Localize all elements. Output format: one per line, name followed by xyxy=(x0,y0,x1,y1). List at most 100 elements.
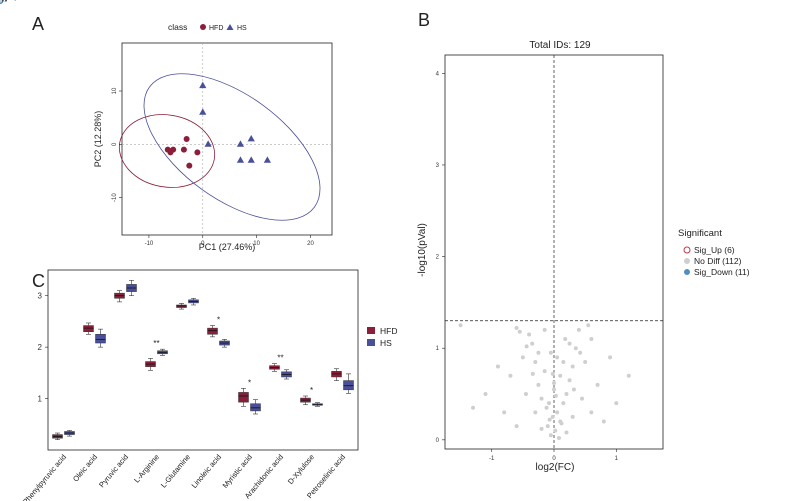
pca-point-hs xyxy=(204,140,212,147)
volcano-point-nodiff xyxy=(547,401,552,406)
volcano-point-nodiff xyxy=(561,401,566,406)
volcano-point-nodiff xyxy=(548,433,553,438)
volcano-point-nodiff xyxy=(524,344,529,349)
volcano-point-nodiff xyxy=(573,346,578,351)
boxplot-x-tick-label: Phenylpyruvic acid xyxy=(21,453,68,501)
pca-legend-title: class xyxy=(168,22,187,32)
boxplot-panel: 123 ******* Phenylpyruvic acid Oleic acid… xyxy=(21,269,397,501)
volcano-point-nodiff xyxy=(523,392,528,397)
pca-x-tick-label: 20 xyxy=(307,241,314,247)
volcano-point-nodiff xyxy=(608,355,613,360)
boxplot-legend-label-hfd: HFD xyxy=(380,326,397,336)
pca-x-tick-label: 0 xyxy=(201,241,205,247)
volcano-label-n-acetyl-l-aspartic-acid: N-Acetyl-L-aspartic acid xyxy=(0,0,40,2)
volcano-label-n-acetylglutamine: N-Acetylglutamine xyxy=(0,0,30,2)
volcano-x-ticks: -1 0 1 xyxy=(489,449,619,462)
volcano-point-nodiff xyxy=(483,392,488,397)
volcano-label-linoleic-acid: Linoleic acid xyxy=(0,0,21,2)
volcano-x-tick-label: 0 xyxy=(552,456,556,462)
volcano-label-phenylpyruvic-acid: Phenylpyruvic acid xyxy=(0,0,31,2)
volcano-point-nodiff xyxy=(544,405,549,410)
volcano-point-nodiff xyxy=(626,373,631,378)
pca-y-axis-label: PC2 (12.28%) xyxy=(93,111,103,168)
volcano-point-nodiff xyxy=(545,424,550,429)
volcano-point-nodiff xyxy=(542,369,547,374)
boxplot-y-tick-label: 3 xyxy=(38,292,43,301)
volcano-label-nonadeca-10z-enoic-acid: Nonadeca-10Z-enoic acid xyxy=(0,0,86,2)
volcano-label-petroselinic-acid: Petroselinic acid xyxy=(0,0,27,2)
volcano-point-nodiff xyxy=(533,410,538,415)
volcano-point-nodiff xyxy=(471,405,476,410)
volcano-y-tick-label: 1 xyxy=(436,346,440,352)
volcano-point-nodiff xyxy=(555,355,560,360)
pca-point-hfd xyxy=(180,146,187,153)
legend-label-no-diff: No Diff (112) xyxy=(694,256,742,266)
boxplot-x-tick-label: Pyruvic acid xyxy=(97,453,130,490)
volcano-point-nodiff xyxy=(458,323,463,328)
box-hs-petroselinic-acid xyxy=(343,380,354,391)
pca-point-hs xyxy=(236,156,245,163)
panel-label-a: A xyxy=(32,14,44,34)
volcano-point-nodiff xyxy=(558,373,563,378)
boxplot-x-tick-label: Linoleic acid xyxy=(190,453,223,490)
volcano-point-nodiff xyxy=(548,350,553,355)
volcano-x-tick-label: 1 xyxy=(615,456,619,462)
volcano-point-nodiff xyxy=(555,410,560,415)
pca-legend-label-hs: HS xyxy=(237,25,247,32)
pca-point-hs xyxy=(199,108,207,115)
boxplot-legend-marker-hfd xyxy=(367,327,375,334)
volcano-point-nodiff xyxy=(552,387,556,392)
volcano-point-nodiff xyxy=(576,327,581,332)
volcano-point-nodiff xyxy=(536,350,541,355)
volcano-y-tick-label: 2 xyxy=(436,255,440,261)
volcano-point-nodiff xyxy=(550,371,555,376)
volcano-label-oleic-acid: Oleic acid xyxy=(0,0,16,2)
boxplot-x-tick-label: L-Glutamine xyxy=(159,453,192,490)
hs-confidence-ellipse xyxy=(143,73,321,221)
volcano-label-acetylglycine: Acetylglycine xyxy=(0,0,22,2)
volcano-point-nodiff xyxy=(539,426,544,431)
pca-plot: -10 0 10 20 -10 0 10 PC1 (27.46%) PC2 (12.28%… xyxy=(93,22,333,252)
boxplot-frame xyxy=(47,269,359,451)
pca-point-hfd xyxy=(183,136,190,142)
volcano-point-nodiff xyxy=(595,382,600,387)
volcano-label-8-11-14-eicosatrienoic-acid: 8,11,14-Eicosatrienoic acid xyxy=(0,0,90,2)
volcano-label-d-xylulose: D-Xylulose xyxy=(0,0,18,2)
legend-label-sig-up: Sig_Up (6) xyxy=(694,245,735,255)
volcano-point-nodiff xyxy=(0,0,2,2)
volcano-label-adrenic-acid: Adrenic acid xyxy=(0,0,21,2)
volcano-title: Total IDs: 129 xyxy=(529,40,591,51)
volcano-point-nodiff xyxy=(614,401,619,406)
volcano-point-nodiff xyxy=(589,337,594,342)
box-hfd-oleic-acid xyxy=(83,325,94,332)
volcano-point-nodiff xyxy=(553,428,558,433)
volcano-point-nodiff xyxy=(564,430,569,435)
volcano-point-nodiff xyxy=(527,332,532,337)
panel-label-b: B xyxy=(418,10,430,30)
boxplot-y-ticks: 1 2 3 xyxy=(38,292,48,404)
volcano-label-l-arginine: L-Arginine xyxy=(0,0,17,2)
pca-legend-marker-hfd xyxy=(200,24,206,30)
boxplot-x-tick-label: D-Xylulose xyxy=(286,453,316,487)
boxplot-y-tick-label: 1 xyxy=(38,395,43,404)
volcano-label-hydroxypropionic-acid: Hydroxypropionic acid xyxy=(0,0,37,2)
volcano-point-nodiff xyxy=(547,417,552,422)
volcano-point-nodiff xyxy=(552,381,556,386)
pca-y-ticks: -10 0 10 xyxy=(112,87,122,202)
volcano-point-nodiff xyxy=(553,393,558,398)
volcano-point-nodiff xyxy=(539,396,544,401)
volcano-point-nodiff xyxy=(567,378,572,383)
pca-legend-marker-hs xyxy=(226,24,234,30)
volcano-y-axis-label: -log10(pVal) xyxy=(417,223,428,277)
box-hs-myristic-acid xyxy=(250,403,261,412)
volcano-point-nodiff xyxy=(578,350,583,355)
volcano-y-tick-label: 0 xyxy=(436,438,440,444)
volcano-legend-title: Significant xyxy=(678,228,722,239)
legend-marker-sig-up xyxy=(683,246,691,254)
volcano-point-nodiff xyxy=(570,414,575,419)
legend-label-sig-down: Sig_Down (11) xyxy=(694,267,750,277)
volcano-point-nodiff xyxy=(514,424,519,429)
